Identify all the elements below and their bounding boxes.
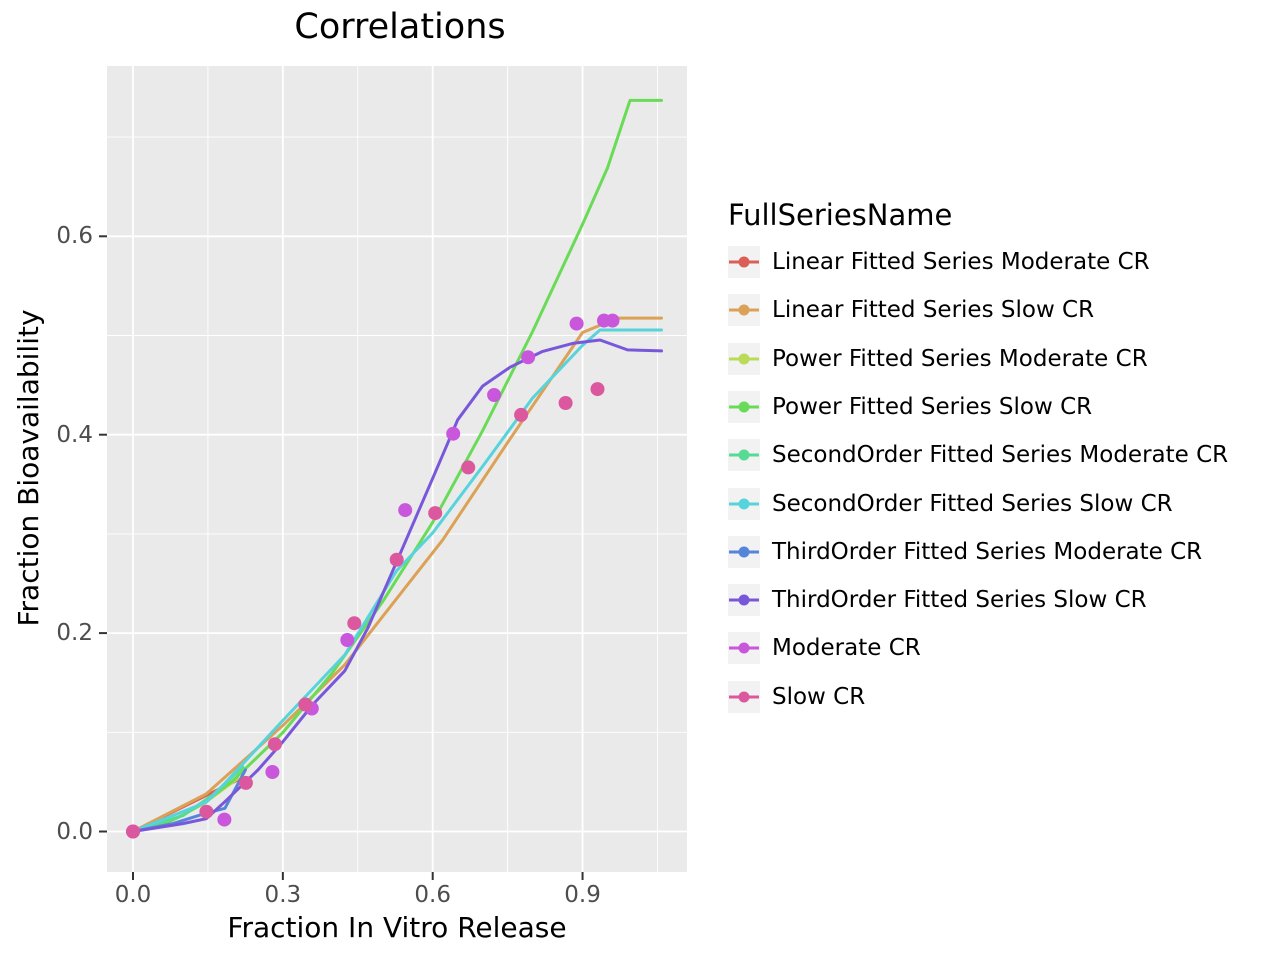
scatter-point: [521, 350, 536, 365]
x-tick-label: 0.3: [264, 882, 302, 908]
scatter-point: [514, 407, 529, 422]
scatter-point: [199, 804, 214, 819]
scatter-point: [446, 426, 461, 441]
y-tick-label: 0.2: [56, 620, 93, 647]
scatter-point: [461, 460, 476, 475]
scatter-point: [590, 382, 605, 397]
scatter-point: [389, 552, 404, 567]
x-tick-label: 0.6: [414, 882, 451, 908]
x-axis-title: Fraction In Vitro Release: [227, 911, 567, 944]
x-tick-label: 0.9: [564, 882, 601, 908]
scatter-point: [238, 775, 253, 790]
y-axis-title: Fraction Bioavailability: [12, 309, 45, 627]
plot-title: Correlations: [294, 7, 506, 47]
scatter-point: [558, 396, 573, 410]
plot-panel: [107, 66, 687, 872]
scatter-point: [569, 316, 584, 331]
x-tick-label: 0.0: [114, 882, 152, 908]
scatter-point: [265, 765, 280, 779]
scatter-point: [267, 737, 282, 752]
scatter-point: [340, 633, 355, 647]
scatter-point: [398, 503, 413, 518]
scatter-point: [347, 616, 362, 631]
scatter-point: [487, 388, 502, 402]
y-tick-label: 0.4: [56, 421, 93, 448]
y-tick-label: 0.0: [56, 818, 93, 845]
scatter-point: [428, 506, 443, 521]
scatter-point: [217, 812, 232, 827]
scatter-point: [298, 697, 313, 712]
y-tick-label: 0.6: [56, 223, 93, 250]
scatter-point: [605, 313, 620, 328]
scatter-point: [126, 824, 140, 839]
